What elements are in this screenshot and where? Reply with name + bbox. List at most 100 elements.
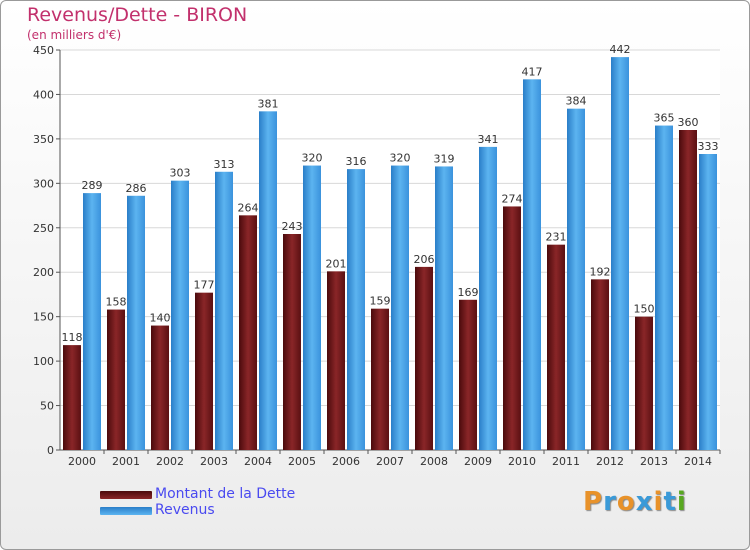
chart-title: Revenus/Dette - BIRON [27,4,248,26]
bar-debt [415,266,433,450]
legend-swatch-revenue [100,507,152,515]
bar-revenue [83,193,101,450]
data-label-revenue: 303 [170,167,191,180]
data-label-debt: 118 [62,331,83,344]
x-tick-label: 2012 [596,455,624,468]
data-label-debt: 140 [150,312,171,325]
bar-revenue [127,195,145,450]
bar-revenue [259,111,277,450]
y-tick-label: 50 [40,400,54,413]
bar-revenue [699,154,717,450]
data-label-revenue: 365 [654,112,675,125]
data-label-debt: 231 [546,231,567,244]
x-tick-label: 2009 [464,455,492,468]
plot-area [60,50,720,450]
data-label-revenue: 316 [346,155,367,168]
bar-debt [283,234,301,450]
bar-debt [239,215,257,450]
data-label-revenue: 442 [610,43,631,56]
bar-debt [371,308,389,450]
logo-letter: t [663,487,677,517]
data-label-debt: 206 [414,253,435,266]
data-label-revenue: 313 [214,158,235,171]
y-tick-label: 150 [33,311,54,324]
bar-revenue [435,166,453,450]
y-tick-label: 250 [33,222,54,235]
bar-revenue [215,171,233,450]
y-tick-label: 0 [47,444,54,457]
bar-debt [547,244,565,450]
data-label-debt: 192 [590,265,611,278]
x-tick-label: 2014 [684,455,712,468]
logo-letter: x [635,487,654,517]
legend-label-revenue: Revenus [155,502,215,518]
data-label-revenue: 286 [126,182,147,195]
x-tick-label: 2011 [552,455,580,468]
bar-revenue [303,165,321,451]
data-label-revenue: 289 [82,179,103,192]
x-tick-label: 2005 [288,455,316,468]
bar-revenue [171,180,189,450]
data-label-debt: 158 [106,296,127,309]
x-tick-label: 2004 [244,455,272,468]
bar-revenue [655,125,673,451]
y-tick-label: 450 [33,44,54,57]
logo-letter: r [603,487,617,517]
data-label-debt: 159 [370,295,391,308]
bar-revenue [479,146,497,450]
x-tick-label: 2010 [508,455,536,468]
x-tick-label: 2001 [112,455,140,468]
data-label-debt: 243 [282,220,303,233]
bar-debt [327,271,345,450]
data-label-revenue: 320 [302,152,323,165]
data-label-revenue: 381 [258,97,279,110]
logo-letter: i [653,487,664,517]
bar-debt [63,345,81,450]
x-tick-label: 2000 [68,455,96,468]
y-tick-label: 200 [33,266,54,279]
x-tick-label: 2002 [156,455,184,468]
bar-debt [459,299,477,450]
data-label-debt: 274 [502,192,523,205]
data-label-revenue: 417 [522,65,543,78]
data-label-revenue: 341 [478,133,499,146]
y-tick-label: 400 [33,88,54,101]
bar-debt [195,292,213,450]
logo-letter: o [616,487,636,517]
x-tick-label: 2003 [200,455,228,468]
data-label-revenue: 384 [566,95,587,108]
proxiti-logo: Proxiti [583,487,687,517]
y-tick-label: 300 [33,177,54,190]
bar-debt [151,325,169,450]
bar-debt [635,316,653,450]
data-label-debt: 201 [326,257,347,270]
data-label-revenue: 333 [698,140,719,153]
bar-debt [679,130,697,450]
data-label-debt: 150 [634,303,655,316]
data-label-debt: 264 [238,201,259,214]
data-label-debt: 169 [458,286,479,299]
data-label-debt: 360 [678,116,699,129]
legend-swatch-debt [100,491,152,499]
bar-revenue [391,165,409,451]
chart-subtitle: (en milliers d'€) [27,28,122,42]
legend-label-debt: Montant de la Dette [155,486,296,502]
bar-revenue [347,169,365,450]
y-tick-label: 350 [33,133,54,146]
bar-debt [591,279,609,450]
x-tick-label: 2006 [332,455,360,468]
data-label-debt: 177 [194,279,215,292]
x-tick-label: 2013 [640,455,668,468]
data-label-revenue: 319 [434,152,455,165]
logo-letter: i [676,487,687,517]
bar-revenue [523,79,541,450]
y-tick-label: 100 [33,355,54,368]
logo-letter: P [583,487,604,517]
bar-debt [503,206,521,450]
data-label-revenue: 320 [390,152,411,165]
bar-revenue [611,57,629,450]
bar-revenue [567,108,585,451]
x-tick-label: 2007 [376,455,404,468]
x-tick-label: 2008 [420,455,448,468]
